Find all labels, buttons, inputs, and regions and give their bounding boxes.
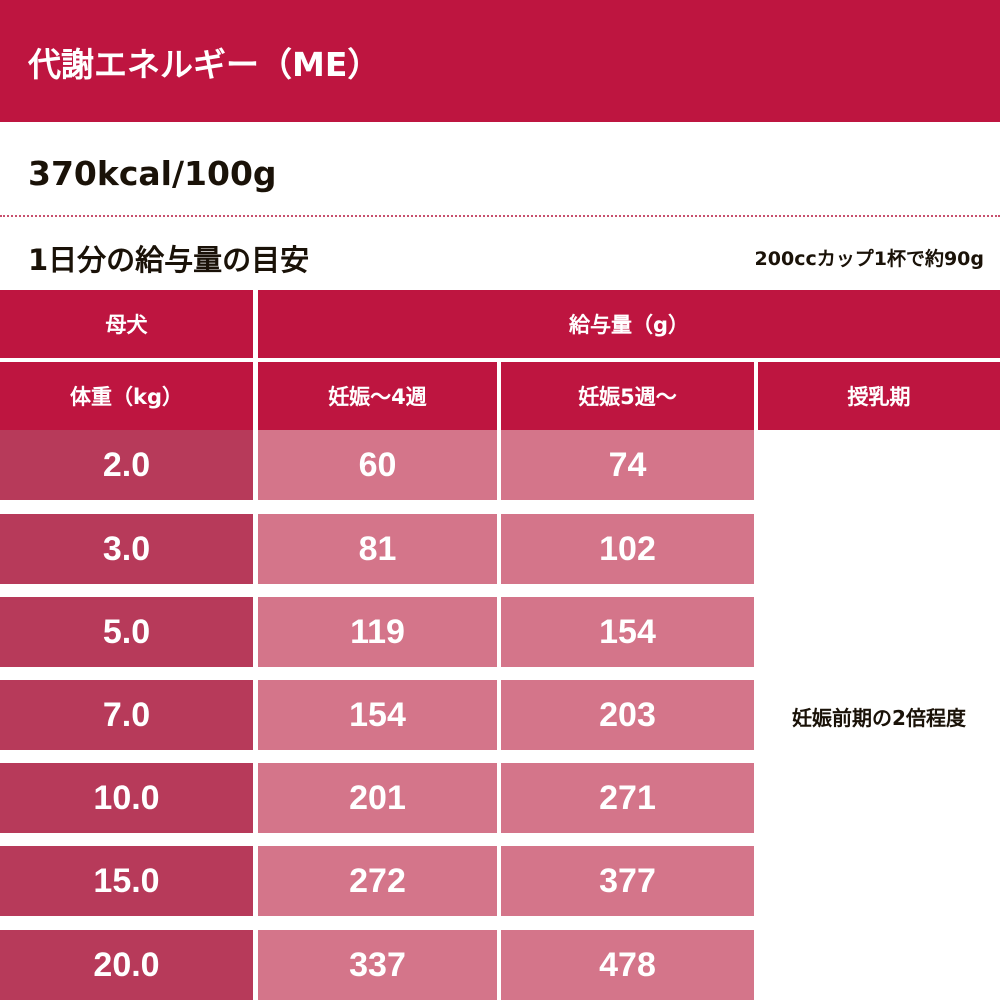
lactation-note: 妊娠前期の2倍程度	[792, 705, 966, 730]
weight-cell: 5.0	[0, 597, 253, 667]
header-band	[0, 0, 1000, 122]
amount-cell: 337	[258, 930, 497, 1000]
weight-cell: 7.0	[0, 680, 253, 750]
amount-cell: 154	[258, 680, 497, 750]
feeding-title: 1日分の給与量の目安	[28, 243, 310, 277]
amount-cell: 74	[501, 430, 754, 500]
weight-cell: 2.0	[0, 430, 253, 500]
weight-cell: 3.0	[0, 514, 253, 584]
amount-cell: 201	[258, 763, 497, 833]
weight-cell: 10.0	[0, 763, 253, 833]
amount-cell: 81	[258, 514, 497, 584]
amount-cell: 154	[501, 597, 754, 667]
feeding-note: 200ccカップ1杯で約90g	[754, 248, 984, 270]
amount-cell: 102	[501, 514, 754, 584]
amount-cell: 272	[258, 846, 497, 916]
amount-cell: 60	[258, 430, 497, 500]
header-title: 代謝エネルギー（ME）	[28, 45, 381, 84]
amount-cell: 203	[501, 680, 754, 750]
divider	[0, 215, 1000, 217]
column-header: 体重（kg）	[0, 362, 253, 430]
amount-cell: 119	[258, 597, 497, 667]
energy-value: 370kcal/100g	[28, 154, 277, 193]
weight-cell: 15.0	[0, 846, 253, 916]
group-header: 給与量（g）	[258, 290, 1000, 358]
amount-cell: 478	[501, 930, 754, 1000]
column-header: 妊娠5週～	[501, 362, 754, 430]
amount-cell: 271	[501, 763, 754, 833]
amount-cell: 377	[501, 846, 754, 916]
column-header: 授乳期	[758, 362, 1000, 430]
column-header: 妊娠～4週	[258, 362, 497, 430]
group-header: 母犬	[0, 290, 253, 358]
weight-cell: 20.0	[0, 930, 253, 1000]
